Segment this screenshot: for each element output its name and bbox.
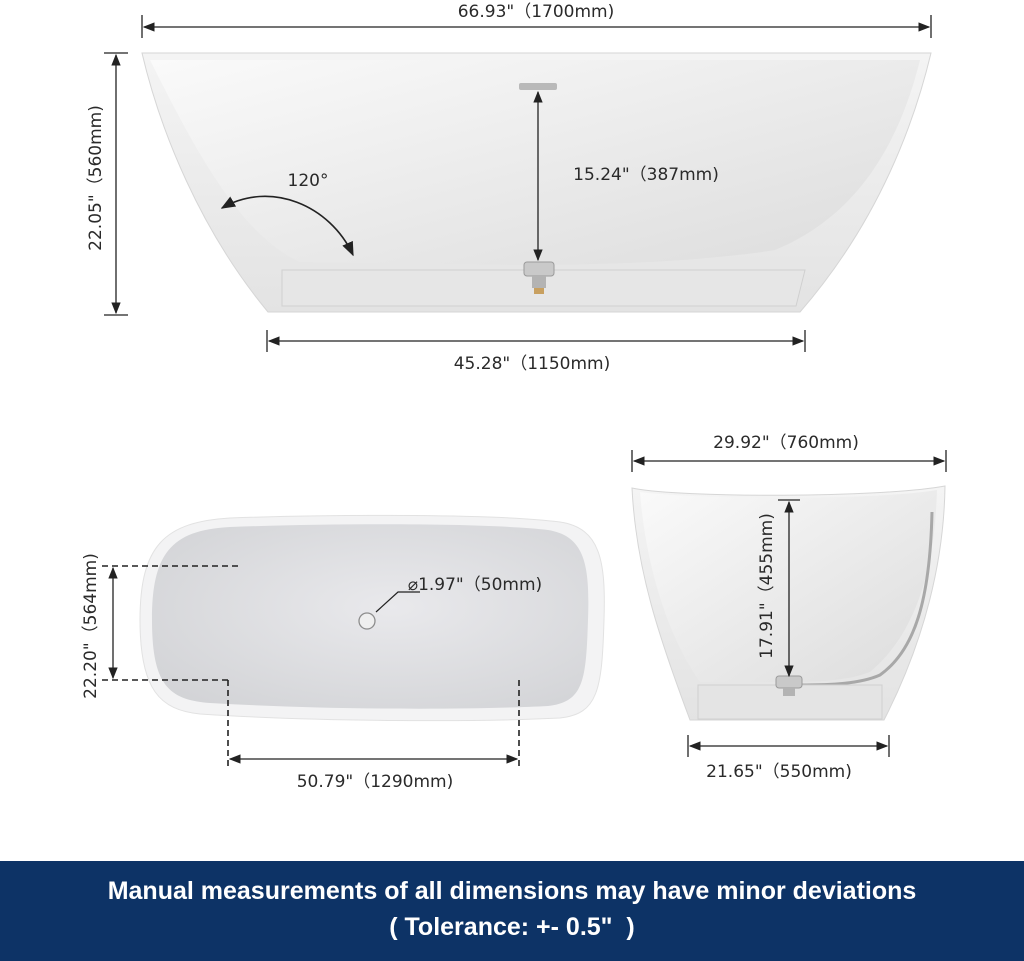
front-tub-interior: [150, 60, 920, 265]
overall-length-label: 66.93"（1700mm): [458, 2, 615, 22]
base-length-label: 45.28"（1150mm): [454, 354, 611, 374]
banner-line-2: ( Tolerance: +- 0.5" ): [389, 913, 635, 941]
side-overflow-pipe: [799, 511, 934, 687]
top-drain: [358, 612, 376, 630]
tolerance-banner: Manual measurements of all dimensions ma…: [0, 861, 1024, 961]
depth-label: 15.24"（387mm): [573, 165, 719, 185]
side-top-width-label: 29.92"（760mm): [713, 433, 859, 453]
inner-length-label: 50.79"（1290mm): [297, 772, 454, 792]
top-width-label: 22.20"（564mm): [81, 553, 101, 699]
angle-arc: [220, 195, 354, 257]
side-view: 29.92"（760mm) 17.91"（455mm) 21.65"（550mm…: [631, 433, 947, 782]
front-view: 66.93"（1700mm) 22.05"（560mm) 120° 15.24"…: [86, 2, 932, 374]
top-view: ⌀1.97"（50mm) 22.20"（564mm) 50.79"（1290mm…: [81, 514, 605, 792]
side-base-width-label: 21.65"（550mm): [706, 762, 852, 782]
overflow-cap: [519, 83, 557, 90]
side-depth-label: 17.91"（455mm): [757, 513, 777, 659]
drain-diameter-label: ⌀1.97"（50mm): [408, 575, 542, 595]
angle-label: 120°: [288, 171, 329, 191]
banner-line-1: Manual measurements of all dimensions ma…: [107, 877, 917, 905]
technical-drawing: 66.93"（1700mm) 22.05"（560mm) 120° 15.24"…: [81, 2, 947, 792]
drain-leader-line: [375, 591, 420, 613]
height-label: 22.05"（560mm): [86, 105, 106, 251]
front-drain: [523, 261, 555, 294]
